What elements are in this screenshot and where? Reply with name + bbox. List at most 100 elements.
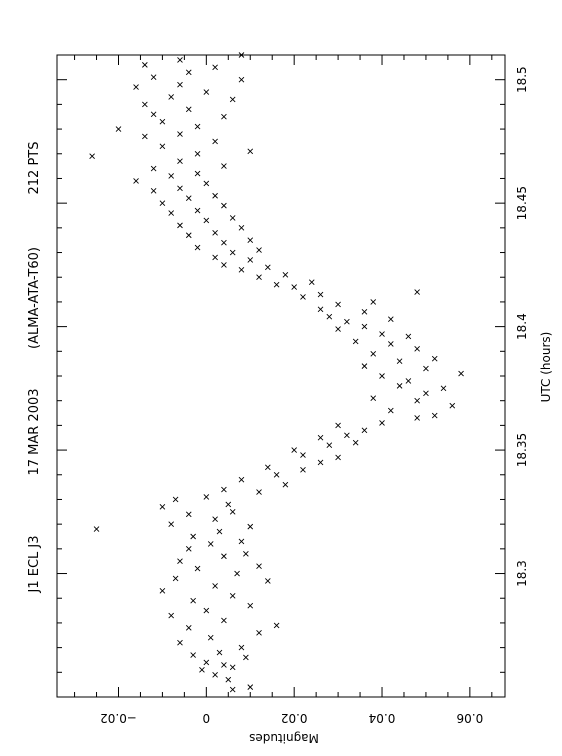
data-point [361,323,368,330]
data-point [177,558,183,565]
data-point [387,341,394,347]
data-point [300,452,306,458]
data-point [414,397,420,404]
x-tick-label: 18.5 [515,66,529,93]
data-point [185,69,192,76]
data-point [190,533,196,540]
data-point [212,229,218,236]
data-point [370,299,377,305]
data-point [423,365,429,372]
data-point [234,570,240,577]
data-point [207,634,214,641]
data-point [326,442,333,448]
data-point [282,481,289,488]
y-tick-label: 0 [203,711,211,725]
data-point [247,523,254,530]
data-point [194,123,201,130]
data-point [168,210,175,216]
data-point [185,546,192,552]
data-point [387,316,394,323]
data-point [194,170,201,177]
data-point [172,575,179,582]
data-point [142,101,148,108]
data-point [300,294,306,300]
data-point [194,565,201,572]
data-point [247,684,254,690]
data-point [150,165,157,172]
data-point [423,390,429,397]
data-point [185,195,192,202]
data-point [440,385,447,392]
data-point [185,106,192,113]
data-point [177,639,183,646]
y-tick-label: 0.06 [457,711,484,725]
data-point [229,215,236,221]
data-point [335,301,341,308]
data-point [177,81,183,88]
data-point [159,504,166,510]
data-point [238,225,245,231]
x-tick-label: 18.3 [515,560,529,587]
data-point [225,676,232,683]
data-point [256,274,262,281]
data-point [168,612,175,619]
data-point [225,501,232,508]
data-point [93,526,100,532]
data-point [317,306,324,313]
data-point [361,308,368,315]
data-point [133,178,139,184]
data-point [308,279,315,285]
data-point [265,464,271,471]
data-point [256,563,262,569]
data-point [203,89,210,95]
data-point [256,629,262,636]
data-point [203,659,210,666]
data-point [159,143,166,150]
data-point [212,671,218,678]
data-point [265,578,271,584]
data-point [185,511,192,518]
data-point [229,508,236,515]
data-point [458,370,464,377]
data-point [190,597,196,604]
x-axis-label: UTC (hours) [539,332,553,403]
y-tick-label: 0.04 [369,711,396,725]
x-tick-label: 18.35 [515,433,529,467]
data-point [238,76,245,83]
data-point [185,625,192,631]
data-point [238,476,245,483]
data-point [387,407,394,414]
data-point [361,427,368,434]
data-point [199,667,205,673]
data-point [238,267,245,273]
data-point [273,281,280,288]
data-point [405,333,412,340]
plot-frame [56,54,506,698]
data-point [177,185,183,192]
data-point [216,649,223,656]
data-point [212,64,218,71]
data-point [207,541,214,547]
data-point [449,402,456,409]
data-point [221,553,227,560]
data-point [247,257,254,263]
data-point [273,471,280,478]
data-point [203,217,210,224]
y-axis-label: Magnitudes [249,731,319,745]
header-telescope: (ALMA-ATA-T60) [27,247,42,349]
data-point [168,94,175,100]
data-point [221,262,227,268]
data-point [221,486,227,493]
data-point [194,207,201,214]
data-point [379,331,385,337]
data-point [168,173,175,179]
data-point [229,664,236,671]
data-point [396,383,403,389]
data-point [172,496,179,503]
data-point [247,602,254,609]
data-point [194,150,201,157]
data-point [317,291,324,298]
data-point [256,247,262,253]
data-point [212,516,218,523]
